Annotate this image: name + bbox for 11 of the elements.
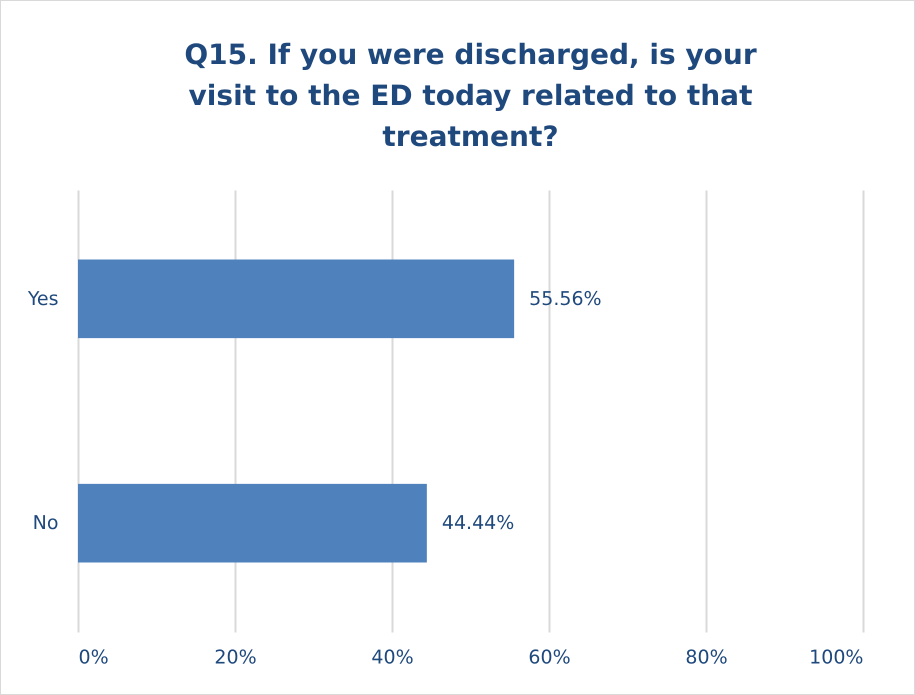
data-label: 44.44% (442, 512, 514, 534)
x-tick-label: 80% (685, 646, 728, 668)
x-tick-label: 60% (528, 646, 571, 668)
x-tick-label: 0% (78, 646, 109, 668)
x-tick-label: 40% (371, 646, 414, 668)
x-tick-label: 20% (214, 646, 257, 668)
x-tick-label: 100% (809, 646, 864, 668)
y-tick-label: No (32, 512, 58, 534)
chart-title: Q15. If you were discharged, is your visit to the ED today related to that treatment? (184, 38, 757, 153)
y-tick-label: Yes (26, 288, 58, 310)
data-label: 55.56% (529, 288, 602, 310)
